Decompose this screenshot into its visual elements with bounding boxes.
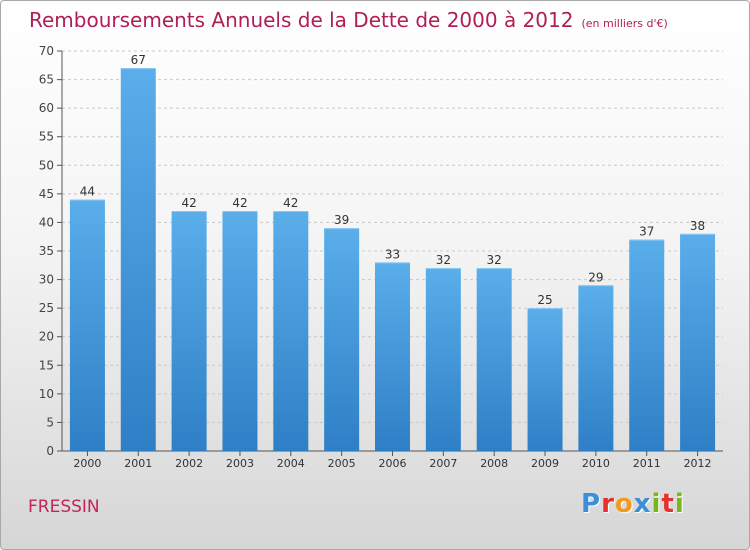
x-tick-label: 2010 bbox=[582, 457, 610, 470]
x-tick-label: 2011 bbox=[633, 457, 661, 470]
y-tick-label: 40 bbox=[39, 215, 54, 229]
bar-value-label: 29 bbox=[588, 270, 603, 284]
bar bbox=[324, 228, 360, 451]
chart-title-text: Remboursements Annuels de la Dette de 20… bbox=[29, 8, 574, 32]
bar bbox=[69, 199, 105, 451]
y-tick-label: 0 bbox=[46, 444, 54, 458]
bar-value-label: 44 bbox=[80, 185, 95, 199]
bar-value-label: 42 bbox=[232, 196, 247, 210]
bar-value-label: 32 bbox=[436, 253, 451, 267]
logo-letter: r bbox=[601, 489, 615, 519]
x-tick-label: 2004 bbox=[277, 457, 305, 470]
logo-letter: o bbox=[614, 489, 634, 519]
bar bbox=[171, 211, 207, 451]
bar bbox=[476, 268, 512, 451]
logo-letter: i bbox=[651, 489, 662, 519]
y-tick-label: 55 bbox=[39, 130, 54, 144]
y-tick-label: 15 bbox=[39, 358, 54, 372]
bar-value-label: 25 bbox=[537, 293, 552, 307]
bar-value-label: 32 bbox=[487, 253, 502, 267]
commune-name: FRESSIN bbox=[28, 497, 100, 517]
bar-value-label: 38 bbox=[690, 219, 705, 233]
bar bbox=[578, 285, 614, 451]
logo-letter: i bbox=[674, 489, 685, 519]
y-tick-label: 60 bbox=[39, 101, 54, 115]
proxiti-logo: Proxiti bbox=[581, 489, 685, 519]
x-tick-label: 2002 bbox=[175, 457, 203, 470]
y-tick-label: 65 bbox=[39, 73, 54, 87]
y-tick-label: 25 bbox=[39, 301, 54, 315]
logo-letter: x bbox=[633, 489, 652, 519]
bar-value-label: 42 bbox=[283, 196, 298, 210]
x-tick-label: 2009 bbox=[531, 457, 559, 470]
bar bbox=[425, 268, 461, 451]
x-tick-label: 2003 bbox=[226, 457, 254, 470]
chart-subtitle: (en milliers d'€) bbox=[581, 17, 668, 30]
bar bbox=[273, 211, 309, 451]
y-tick-label: 5 bbox=[46, 415, 54, 429]
bar-value-label: 42 bbox=[181, 196, 196, 210]
bar bbox=[120, 68, 156, 452]
y-tick-label: 35 bbox=[39, 244, 54, 258]
chart-title: Remboursements Annuels de la Dette de 20… bbox=[29, 8, 668, 32]
bar-value-label: 33 bbox=[385, 247, 400, 261]
bar-value-label: 39 bbox=[334, 213, 349, 227]
y-tick-label: 70 bbox=[39, 44, 54, 58]
x-tick-label: 2008 bbox=[480, 457, 508, 470]
bar bbox=[629, 239, 665, 451]
bar-value-label: 67 bbox=[131, 53, 146, 67]
y-tick-label: 45 bbox=[39, 187, 54, 201]
bar bbox=[680, 233, 716, 451]
bar bbox=[375, 262, 410, 451]
x-tick-label: 2005 bbox=[328, 457, 356, 470]
x-tick-label: 2012 bbox=[684, 457, 712, 470]
y-tick-label: 50 bbox=[39, 158, 54, 172]
y-tick-label: 20 bbox=[39, 330, 54, 344]
bar bbox=[527, 308, 563, 451]
x-tick-label: 2006 bbox=[379, 457, 407, 470]
bar-value-label: 37 bbox=[639, 225, 654, 239]
y-tick-label: 10 bbox=[39, 387, 54, 401]
y-tick-label: 30 bbox=[39, 273, 54, 287]
x-tick-label: 2001 bbox=[124, 457, 152, 470]
logo-letter: t bbox=[661, 489, 675, 519]
x-tick-label: 2000 bbox=[73, 457, 101, 470]
logo-letter: P bbox=[581, 489, 602, 519]
x-tick-label: 2007 bbox=[429, 457, 457, 470]
bar bbox=[222, 211, 258, 451]
